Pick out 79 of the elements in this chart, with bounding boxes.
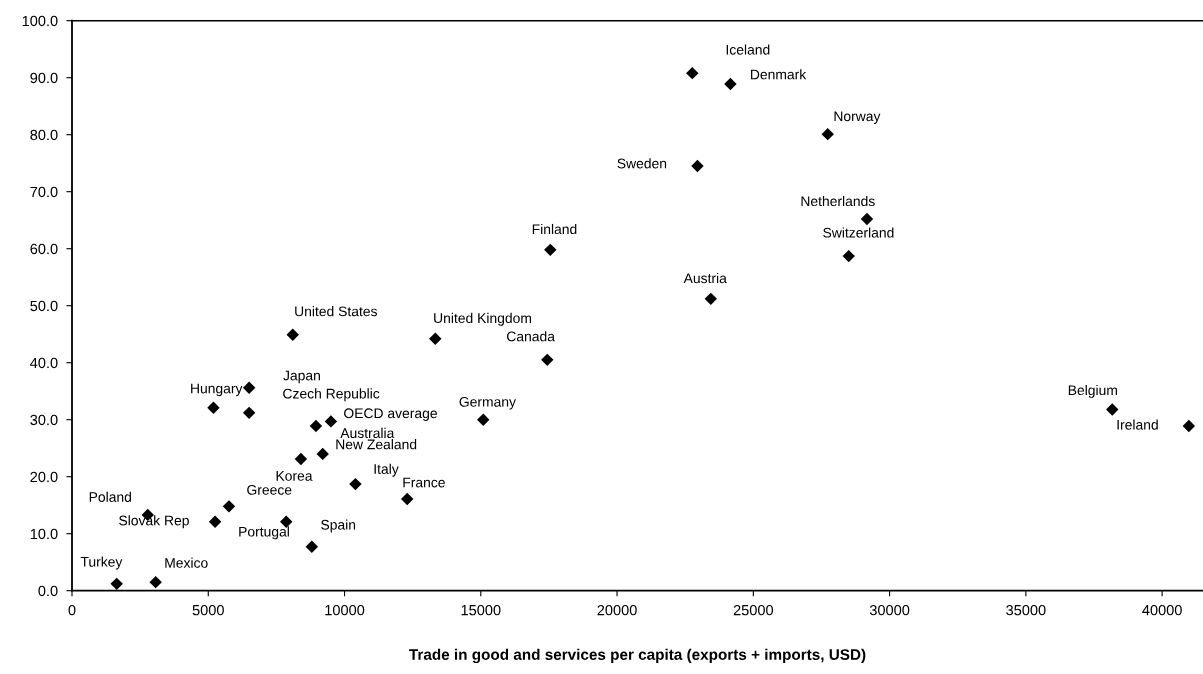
y-tick-label: 80.0 xyxy=(30,129,58,141)
y-tick-label: 10.0 xyxy=(30,528,58,540)
point xyxy=(208,515,222,528)
annotation: Portugal xyxy=(239,526,289,540)
point xyxy=(294,452,308,466)
annotation: Poland xyxy=(89,491,131,502)
point xyxy=(242,406,256,420)
x-axis-title: Trade in good and services per capita (exports + imports, USD) xyxy=(409,648,866,664)
y-tick-label: 90.0 xyxy=(30,72,58,84)
annotation: Slovak Rep xyxy=(119,515,189,529)
point xyxy=(305,540,319,554)
point xyxy=(149,575,162,589)
point xyxy=(309,419,323,433)
y-tick-label: 50.0 xyxy=(30,300,58,312)
point xyxy=(401,492,414,506)
point xyxy=(544,243,557,257)
point xyxy=(222,500,236,513)
x-tick-label: 40000 xyxy=(1142,604,1182,616)
annotation: Australia xyxy=(340,427,395,439)
annotation: Japan xyxy=(283,370,320,384)
x-tick-label: 30000 xyxy=(869,604,910,616)
annotation: Denmark xyxy=(751,69,807,80)
point xyxy=(324,415,338,428)
point xyxy=(110,577,123,591)
point xyxy=(842,249,855,263)
point xyxy=(541,353,554,367)
x-tick-label: 20000 xyxy=(597,604,637,616)
point xyxy=(1182,419,1196,433)
x-tick-label: 5000 xyxy=(192,604,224,616)
annotation: Belgium xyxy=(1068,384,1117,398)
point xyxy=(316,447,329,461)
y-tick-label: 100.0 xyxy=(22,15,58,27)
point xyxy=(691,159,704,173)
point xyxy=(349,477,362,491)
annotation: Austria xyxy=(683,272,727,284)
annotation: Switzerland xyxy=(823,227,894,238)
annotation: Greece xyxy=(247,484,292,495)
annotation: Spain xyxy=(321,519,356,533)
y-tick-label: 70.0 xyxy=(30,186,58,198)
point xyxy=(207,401,220,414)
x-tick-label: 15000 xyxy=(461,604,501,616)
annotation: Sweden xyxy=(617,158,667,169)
point xyxy=(242,381,256,394)
annotation: OECD average xyxy=(344,408,437,421)
annotation: Netherlands xyxy=(801,195,875,207)
annotation: Ireland xyxy=(1117,419,1158,430)
x-tick-label: 0 xyxy=(68,604,76,616)
annotation: Mexico xyxy=(165,557,208,568)
y-tick-label: 0.0 xyxy=(38,585,58,597)
annotation: Germany xyxy=(459,396,516,410)
y-tick-label: 20.0 xyxy=(30,471,58,483)
y-tick-label: 40.0 xyxy=(30,357,58,369)
point xyxy=(429,332,442,345)
point xyxy=(686,66,699,80)
annotation: Canada xyxy=(507,331,555,342)
x-tick-label: 25000 xyxy=(733,604,774,616)
point xyxy=(821,127,834,141)
annotation: France xyxy=(403,477,445,488)
y-tick-label: 60.0 xyxy=(30,243,58,255)
annotation: New Zealand xyxy=(336,439,417,450)
annotation: Iceland xyxy=(726,44,770,55)
annotation: Hungary xyxy=(191,383,243,397)
annotation: United States xyxy=(295,306,377,317)
point xyxy=(724,77,737,91)
x-tick-label: 10000 xyxy=(325,604,365,616)
annotation: Norway xyxy=(834,111,881,124)
annotation: Czech Republic xyxy=(283,388,380,402)
x-tick-label: 35000 xyxy=(1006,604,1046,616)
y-tick-label: 30.0 xyxy=(30,414,58,426)
annotation: Korea xyxy=(276,471,313,481)
annotation: Finland xyxy=(532,223,577,235)
point xyxy=(286,328,299,341)
annotation: Turkey xyxy=(80,556,123,570)
annotation: Italy xyxy=(374,463,399,477)
point xyxy=(860,212,874,226)
point xyxy=(477,413,490,426)
point xyxy=(1106,403,1119,416)
annotation: United Kingdom xyxy=(434,312,531,326)
point xyxy=(704,292,718,306)
